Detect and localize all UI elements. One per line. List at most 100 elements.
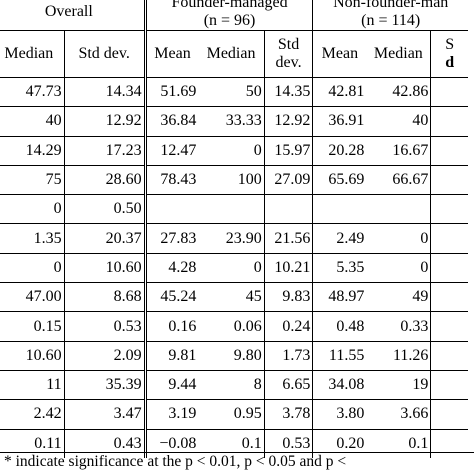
cell-overall-std: 17.23 <box>63 135 146 166</box>
footer-rule <box>0 452 474 453</box>
col-founder-std: Std dev. <box>263 30 313 78</box>
cell-founder-median: 9.80 <box>198 340 265 371</box>
table-row: 0.15 0.53 0.16 0.06 0.24 0.48 0.33 <box>0 311 468 342</box>
cell-nonfounder-median: 16.67 <box>366 135 431 166</box>
cell-nonfounder-median: 0.33 <box>366 311 431 342</box>
cell-founder-median: 0 <box>198 135 265 166</box>
cell-founder-std: 14.35 <box>263 76 313 107</box>
col-nonfounder-median: Median <box>366 30 431 78</box>
table-row: 0 0.50 <box>0 194 468 224</box>
cell-nonfounder-mean <box>312 194 367 224</box>
cell-founder-mean: 51.69 <box>143 76 199 107</box>
cell-nonfounder-std <box>430 76 468 107</box>
cell-founder-std: 10.21 <box>263 252 313 283</box>
cell-overall-std: 0.50 <box>63 194 146 224</box>
cell-overall-std: 3.47 <box>63 399 146 430</box>
cell-nonfounder-std <box>430 194 468 224</box>
cell-nonfounder-median: 49 <box>366 282 431 312</box>
overall-group-header: Overall <box>44 3 93 20</box>
cell-nonfounder-std <box>430 340 468 371</box>
table-row: 1.35 20.37 27.83 23.90 21.56 2.49 0 <box>0 223 468 254</box>
cell-founder-std: 21.56 <box>263 223 313 254</box>
table-body: 47.73 14.34 51.69 50 14.35 42.81 42.86 40 12.92 3… <box>0 76 468 458</box>
cell-nonfounder-std <box>430 399 468 430</box>
cell-nonfounder-mean: 2.49 <box>312 223 367 254</box>
cell-overall-std: 28.60 <box>63 164 146 195</box>
cell-founder-mean: 36.84 <box>143 106 199 137</box>
cell-founder-mean: 45.24 <box>143 282 199 312</box>
cell-nonfounder-median: 0 <box>366 252 431 283</box>
cell-overall-std: 35.39 <box>63 369 146 400</box>
col-nonfounder-mean: Mean <box>312 30 367 78</box>
cell-nonfounder-mean: 36.91 <box>312 106 367 137</box>
cell-nonfounder-mean: 20.28 <box>312 135 367 166</box>
column-header-row: Median Std dev. Mean Median Std dev. Mean… <box>0 30 468 78</box>
statistics-table: Overall Founder-managed (n = 96) Non-fou… <box>0 0 468 458</box>
cell-nonfounder-median <box>366 194 431 224</box>
cell-overall-median: 75 <box>0 164 65 195</box>
cell-founder-median: 0 <box>198 252 265 283</box>
cell-founder-mean: 3.19 <box>143 399 199 430</box>
cell-nonfounder-median: 19 <box>366 369 431 400</box>
cell-overall-median: 40 <box>0 106 65 137</box>
col-founder-mean: Mean <box>143 30 199 78</box>
cell-founder-std: 9.83 <box>263 282 313 312</box>
nonfounder-group-header: Non-founder-man (n = 114) <box>312 0 468 31</box>
cell-nonfounder-std <box>430 252 468 283</box>
cell-overall-median: 0 <box>0 194 65 224</box>
cell-nonfounder-std <box>430 428 468 458</box>
cell-overall-median: 14.29 <box>0 135 65 166</box>
cell-nonfounder-std <box>430 135 468 166</box>
cell-founder-mean: 78.43 <box>143 164 199 195</box>
cell-overall-median: 10.60 <box>0 340 65 371</box>
col-founder-median: Median <box>198 30 265 78</box>
cell-founder-std <box>263 194 313 224</box>
cell-overall-std: 8.68 <box>63 282 146 312</box>
cell-founder-mean: 9.44 <box>143 369 199 400</box>
cell-nonfounder-mean: 0.48 <box>312 311 367 342</box>
cell-founder-std: 27.09 <box>263 164 313 195</box>
cell-overall-std: 10.60 <box>63 252 146 283</box>
cell-founder-std: 15.97 <box>263 135 313 166</box>
cell-overall-median: 47.00 <box>0 282 65 312</box>
cell-nonfounder-std <box>430 223 468 254</box>
cell-nonfounder-mean: 42.81 <box>312 76 367 107</box>
cell-overall-median: 11 <box>0 369 65 400</box>
table-row: 11 35.39 9.44 8 6.65 34.08 19 <box>0 369 468 400</box>
cell-founder-median: 0.95 <box>198 399 265 430</box>
cell-overall-std: 0.53 <box>63 311 146 342</box>
cell-founder-median <box>198 194 265 224</box>
table-row: 14.29 17.23 12.47 0 15.97 20.28 16.67 <box>0 135 468 166</box>
cell-overall-std: 12.92 <box>63 106 146 137</box>
cell-nonfounder-median: 40 <box>366 106 431 137</box>
col-overall-median: Median <box>0 30 65 78</box>
cell-founder-median: 50 <box>198 76 265 107</box>
table-row: 47.73 14.34 51.69 50 14.35 42.81 42.86 <box>0 76 468 107</box>
cell-founder-median: 33.33 <box>198 106 265 137</box>
cell-nonfounder-median: 0 <box>366 223 431 254</box>
cell-nonfounder-std <box>430 311 468 342</box>
cell-founder-std: 0.24 <box>263 311 313 342</box>
cell-nonfounder-std <box>430 164 468 195</box>
cell-nonfounder-mean: 34.08 <box>312 369 367 400</box>
cell-overall-median: 2.42 <box>0 399 65 430</box>
cell-founder-std: 6.65 <box>263 369 313 400</box>
cell-nonfounder-std <box>430 369 468 400</box>
cell-founder-median: 45 <box>198 282 265 312</box>
cell-founder-mean: 27.83 <box>143 223 199 254</box>
table-row: 10.60 2.09 9.81 9.80 1.73 11.55 11.26 <box>0 340 468 371</box>
cell-founder-mean <box>143 194 199 224</box>
table-row: 47.00 8.68 45.24 45 9.83 48.97 49 <box>0 282 468 312</box>
header-group-row: Overall Founder-managed (n = 96) Non-fou… <box>0 0 468 31</box>
cell-founder-mean: 4.28 <box>143 252 199 283</box>
cell-overall-median: 1.35 <box>0 223 65 254</box>
cell-nonfounder-std <box>430 282 468 312</box>
cell-founder-mean: 9.81 <box>143 340 199 371</box>
table-row: 2.42 3.47 3.19 0.95 3.78 3.80 3.66 <box>0 399 468 430</box>
cell-nonfounder-mean: 48.97 <box>312 282 367 312</box>
table-row: 75 28.60 78.43 100 27.09 65.69 66.67 <box>0 164 468 195</box>
cell-founder-median: 23.90 <box>198 223 265 254</box>
cell-overall-median: 47.73 <box>0 76 65 107</box>
